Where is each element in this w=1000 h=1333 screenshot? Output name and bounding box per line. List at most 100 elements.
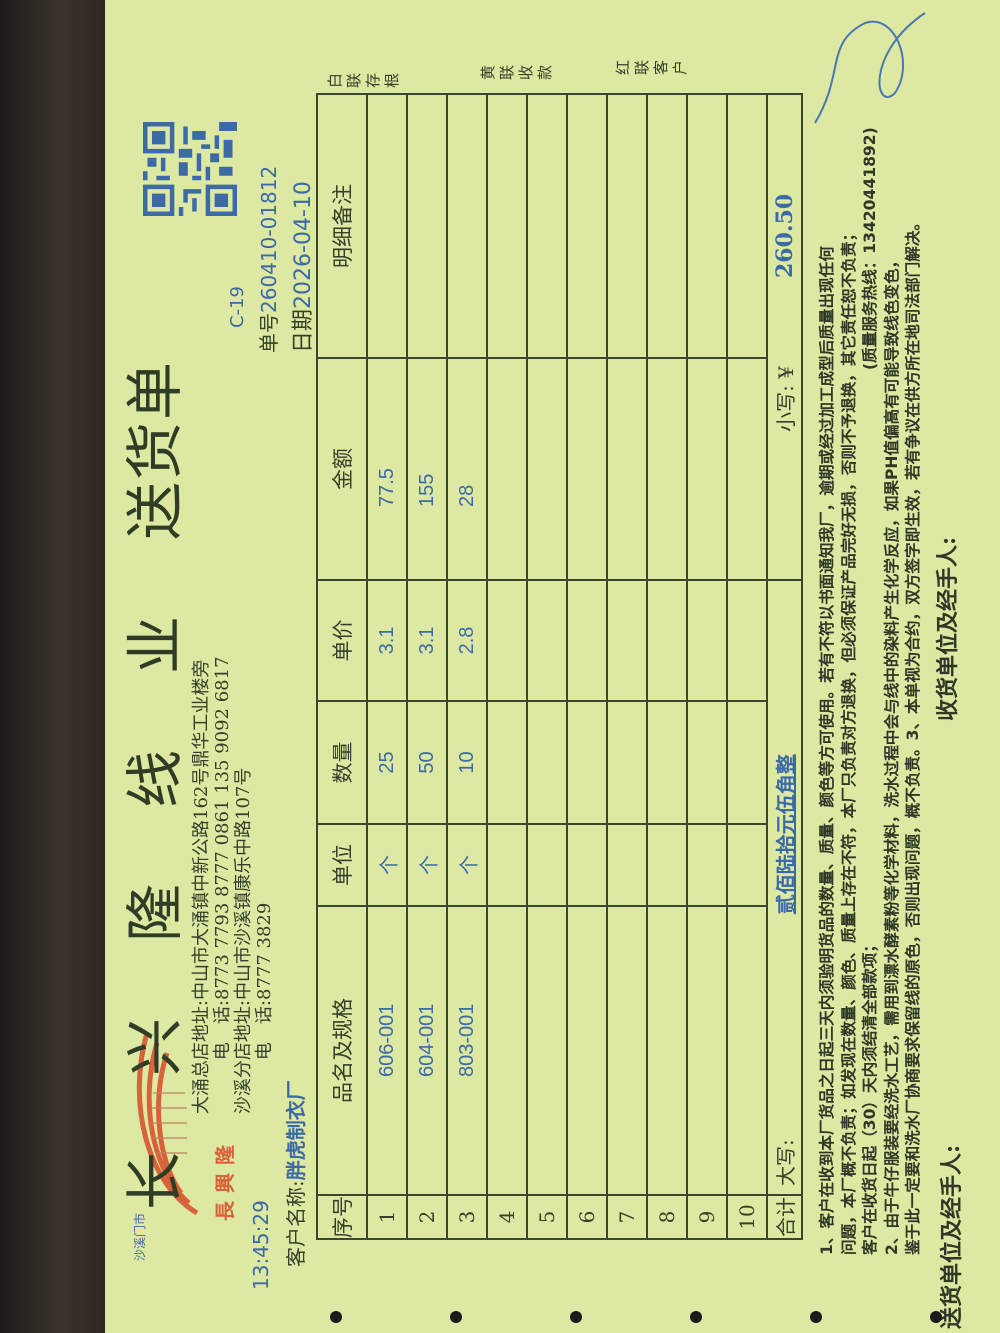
cell-product xyxy=(607,906,647,1195)
cell-remark xyxy=(567,94,607,358)
cell-amount xyxy=(647,358,687,580)
note-line: 问题，本厂概不负责；如发现在数量、颜色、质量上存在不符，本厂只负责对方退换，但必… xyxy=(839,225,858,1255)
uppercase-label: 大写: xyxy=(774,1139,798,1186)
cell-index: 1 xyxy=(367,1195,407,1239)
hotline: (质量服务热线：13420441892) xyxy=(861,127,879,370)
phone-label: 电 话: xyxy=(212,1000,233,1061)
table-header-row: 序号 品名及规格 单位 数量 单价 金额 明细备注 xyxy=(317,94,367,1239)
column-header: 序号 xyxy=(317,1195,367,1239)
cell-remark xyxy=(447,94,487,358)
cell-remark xyxy=(687,94,727,358)
note-text: 客户在收货日起（30）天内须结清全部款项； xyxy=(861,937,879,1255)
cell-amount xyxy=(527,358,567,580)
cell-quantity xyxy=(727,701,767,824)
perforation-hole xyxy=(570,1311,582,1323)
cell-index: 2 xyxy=(407,1195,447,1239)
perforation-hole xyxy=(690,1311,702,1323)
date-label: 日期 xyxy=(291,308,316,353)
company-name: 长兴隆线业 xyxy=(121,539,189,1210)
cell-amount xyxy=(727,358,767,580)
total-lowercase-amount: 260.50 xyxy=(767,94,802,358)
cell-index: 9 xyxy=(687,1195,727,1239)
address-block: 大涌总店地址:中山市大涌镇中新公路162号鼎华工业楼旁 电 话:8773 779… xyxy=(191,656,275,1118)
table-row: 5 xyxy=(527,94,567,1239)
cell-index: 5 xyxy=(527,1195,567,1239)
cell-index: 8 xyxy=(647,1195,687,1239)
copy-label-yellow: 黄联收款 xyxy=(480,64,556,82)
perforation-hole xyxy=(330,1311,342,1323)
handwritten-mark xyxy=(814,12,926,124)
address-value: 中山市沙溪镇康乐中路107号 xyxy=(233,767,254,1000)
doc-type: 送货单 xyxy=(121,359,189,540)
desk-background xyxy=(0,0,120,1333)
terms-notes: 1、客户在收到本厂货品之日起三天内须验明货品的数量、质量、颜色等方可使用。若有不… xyxy=(817,127,925,1255)
cell-unit xyxy=(607,824,647,906)
cell-unit-price xyxy=(607,580,647,701)
table-row: 9 xyxy=(687,94,727,1239)
copy-label-red: 红联客户 xyxy=(615,59,691,77)
customer-name: 胖虎制衣厂 xyxy=(284,1080,308,1181)
branch-code: C-19 xyxy=(227,286,248,328)
address-line: 电 话:8777 3829 xyxy=(254,656,275,1118)
cell-unit-price: 2.8 xyxy=(447,580,487,701)
table-row: 3 803-001 个 10 2.8 28 xyxy=(447,94,487,1239)
cell-unit xyxy=(527,824,567,906)
cell-product: 803-001 xyxy=(447,906,487,1195)
delivery-note: 沙溪门市 長興隆 13:45:29 长兴隆线业送货单 大涌总店地址:中山市大涌镇… xyxy=(105,0,1000,1333)
date-value: 2026-04-10 xyxy=(291,181,316,309)
address-value: 中山市大涌镇中新公路162号鼎华工业楼旁 xyxy=(191,659,212,1000)
cell-index: 6 xyxy=(567,1195,607,1239)
customer-field: 客户名称:胖虎制衣厂 xyxy=(280,1080,309,1267)
cell-amount xyxy=(567,358,607,580)
cell-index: 4 xyxy=(487,1195,527,1239)
column-header: 单价 xyxy=(317,580,367,701)
uppercase-amount: 贰佰陆拾元伍角整 xyxy=(774,754,798,915)
note-line: 鉴于此一定要和洗水厂协商要求保留线的原色，否则出现问题，概不负责。3、本单视为合… xyxy=(904,214,922,1255)
copy-label-white: 白联存根 xyxy=(327,72,403,90)
cell-unit xyxy=(727,824,767,906)
receiver-signature-label: 收货单位及经手人: xyxy=(935,536,961,721)
cell-amount: 28 xyxy=(447,358,487,580)
cell-unit xyxy=(487,824,527,906)
cell-remark xyxy=(487,94,527,358)
cell-amount xyxy=(687,358,727,580)
cell-unit-price xyxy=(527,580,567,701)
logo-text: 長興隆 xyxy=(213,1137,237,1221)
cell-amount: 155 xyxy=(407,358,447,580)
table-row: 4 xyxy=(487,94,527,1239)
cell-product: 604-001 xyxy=(407,906,447,1195)
cell-quantity xyxy=(687,701,727,824)
phone-value: 8773 7793 8777 0861 135 9092 6817 xyxy=(212,656,233,1000)
column-header: 品名及规格 xyxy=(317,906,367,1195)
cell-quantity xyxy=(607,701,647,824)
page-title: 长兴隆线业送货单 xyxy=(121,360,189,1210)
order-number-label: 单号 xyxy=(257,313,281,353)
address-line: 电 话:8773 7793 8777 0861 135 9092 6817 xyxy=(212,656,233,1118)
column-header: 单位 xyxy=(317,824,367,906)
table-row: 2 604-001 个 50 3.1 155 xyxy=(407,94,447,1239)
note-line: 1、客户在收到本厂货品之日起三天内须验明货品的数量、质量、颜色等方可使用。若有不… xyxy=(818,246,836,1255)
cell-quantity: 10 xyxy=(447,701,487,824)
address-line: 沙溪分店地址:中山市沙溪镇康乐中路107号 xyxy=(233,656,254,1118)
cell-product xyxy=(527,906,567,1195)
logo-small-text: 沙溪门市 xyxy=(133,1212,147,1261)
qr-code-icon xyxy=(143,122,237,216)
perforation-hole xyxy=(930,1311,942,1323)
cell-remark xyxy=(607,94,647,358)
cell-amount xyxy=(607,358,647,580)
total-row: 合计 大写: 贰佰陆拾元伍角整 小写: ¥260.50 xyxy=(767,94,802,1239)
table-row: 1 606-001 个 25 3.1 77.5 xyxy=(367,94,407,1239)
cell-index: 10 xyxy=(727,1195,767,1239)
cell-remark xyxy=(647,94,687,358)
address-label: 大涌总店地址: xyxy=(191,1000,212,1115)
cell-index: 3 xyxy=(447,1195,487,1239)
cell-unit-price xyxy=(727,580,767,701)
cell-quantity: 50 xyxy=(407,701,447,824)
note-line: 2、由于牛仔服装要经洗水工艺，需用到漂水酵素粉等化学材料，洗水过程中会与线中的染… xyxy=(882,252,901,1255)
total-label: 合计 xyxy=(767,1195,802,1239)
cell-quantity xyxy=(527,701,567,824)
cell-remark xyxy=(727,94,767,358)
cell-unit xyxy=(687,824,727,906)
cell-product xyxy=(567,906,607,1195)
cell-index: 7 xyxy=(607,1195,647,1239)
